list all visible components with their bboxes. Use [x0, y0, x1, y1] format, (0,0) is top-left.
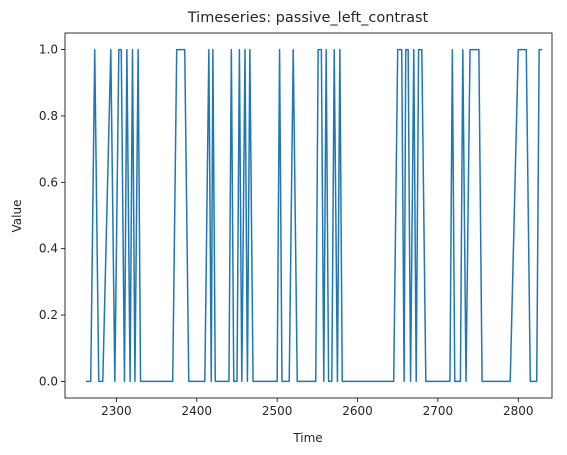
y-tick-label: 1.0	[39, 43, 58, 57]
x-axis-label: Time	[292, 431, 322, 445]
axes-frame	[64, 32, 553, 399]
series-line-0	[85, 48, 543, 383]
chart-title: Timeseries: passive_left_contrast	[187, 10, 429, 26]
x-tick-label: 2600	[342, 404, 373, 418]
y-axis-label: Value	[10, 200, 24, 233]
x-tick-label: 2700	[423, 404, 454, 418]
x-tick-label: 2500	[262, 404, 293, 418]
y-tick-label: 0.8	[39, 109, 58, 123]
plot-area: 2300 2400 2500 2600 2700 2800 0.0 0.2 0.4 0.6 0.8 1…	[39, 32, 553, 418]
y-tick-label: 0.4	[39, 242, 58, 256]
x-tick-label: 2300	[101, 404, 132, 418]
y-tick-label: 0.6	[39, 175, 58, 189]
x-tick-label: 2800	[503, 404, 534, 418]
y-tick-label: 0.2	[39, 308, 58, 322]
y-tick-label: 0.0	[39, 374, 58, 388]
x-tick-label: 2400	[182, 404, 213, 418]
